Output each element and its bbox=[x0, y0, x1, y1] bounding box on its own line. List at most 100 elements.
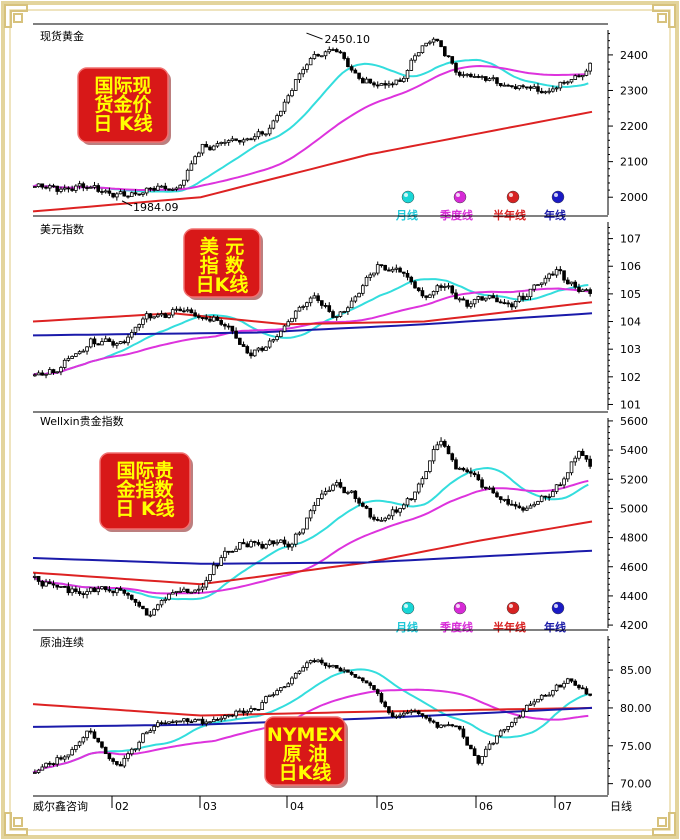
candle-up bbox=[286, 321, 291, 327]
candle-up bbox=[144, 731, 149, 735]
candle-down bbox=[442, 440, 447, 447]
candle-up bbox=[126, 336, 130, 344]
candle-up bbox=[85, 591, 89, 595]
candle-down bbox=[454, 459, 458, 470]
candle-down bbox=[189, 309, 194, 314]
candle-up bbox=[238, 542, 242, 550]
candle-up bbox=[390, 268, 395, 272]
candle-down bbox=[107, 589, 112, 592]
candle-down bbox=[476, 76, 481, 78]
candle-up bbox=[215, 143, 220, 147]
annotation-leader bbox=[306, 32, 323, 40]
candle-down bbox=[331, 311, 335, 318]
candle-down bbox=[219, 320, 223, 325]
candle-down bbox=[163, 313, 168, 318]
candle-down bbox=[107, 338, 112, 342]
candle-up bbox=[416, 52, 421, 57]
legend-dot-highlight bbox=[456, 193, 460, 197]
legend-dot bbox=[401, 601, 415, 615]
candle-down bbox=[111, 758, 115, 762]
candle-down bbox=[327, 665, 332, 668]
candle-up bbox=[305, 302, 309, 307]
candle-down bbox=[152, 187, 156, 191]
candle-down bbox=[375, 84, 380, 87]
candle-down bbox=[361, 677, 365, 682]
candle-down bbox=[439, 285, 443, 288]
badge-line: 国际现 bbox=[94, 75, 151, 97]
candle-down bbox=[111, 590, 115, 594]
candle-up bbox=[297, 670, 302, 674]
panel-title: 美元指数 bbox=[40, 222, 84, 236]
candle-up bbox=[271, 339, 276, 342]
candle-up bbox=[126, 753, 130, 759]
candle-down bbox=[36, 576, 41, 582]
candle-up bbox=[241, 139, 246, 143]
candle-up bbox=[59, 367, 63, 373]
candle-down bbox=[133, 598, 138, 603]
candle-up bbox=[70, 749, 74, 756]
candle-down bbox=[588, 289, 592, 294]
candle-up bbox=[141, 318, 145, 325]
candle-up bbox=[182, 588, 186, 592]
candle-up bbox=[588, 62, 592, 72]
candle-up bbox=[424, 471, 428, 480]
candle-up bbox=[402, 77, 406, 82]
candle-down bbox=[472, 472, 477, 476]
candle-down bbox=[353, 69, 358, 74]
candle-up bbox=[364, 78, 369, 84]
candle-down bbox=[446, 445, 451, 455]
candle-down bbox=[122, 191, 127, 197]
candle-up bbox=[156, 185, 160, 191]
candle-up bbox=[308, 58, 313, 66]
candle-down bbox=[282, 539, 287, 545]
candle-up bbox=[88, 338, 93, 348]
candle-up bbox=[543, 277, 548, 284]
y-tick-label: 2400 bbox=[620, 49, 648, 62]
candle-up bbox=[554, 684, 559, 692]
ma-line-halfyear bbox=[32, 110, 593, 213]
candle-down bbox=[245, 543, 250, 548]
candle-up bbox=[66, 754, 71, 758]
candle-down bbox=[580, 687, 585, 690]
badge-line: 美 元 bbox=[200, 235, 245, 258]
candle-up bbox=[413, 491, 417, 500]
badge-line: NYMEX bbox=[267, 724, 344, 746]
candle-up bbox=[33, 186, 37, 188]
candle-down bbox=[521, 85, 525, 88]
candle-up bbox=[502, 84, 507, 87]
candle-up bbox=[435, 285, 440, 292]
candle-up bbox=[267, 127, 272, 135]
candle-down bbox=[539, 90, 544, 94]
candle-up bbox=[320, 55, 324, 58]
candle-up bbox=[129, 332, 134, 338]
ma-line-year bbox=[32, 312, 593, 337]
candle-down bbox=[357, 498, 361, 504]
candle-up bbox=[74, 353, 78, 357]
candle-down bbox=[338, 482, 343, 488]
candle-down bbox=[70, 188, 74, 191]
candle-down bbox=[368, 78, 373, 84]
candle-down bbox=[372, 82, 376, 86]
candle-down bbox=[226, 325, 231, 328]
candle-up bbox=[271, 694, 276, 697]
legend-dot-highlight bbox=[456, 604, 460, 608]
candle-up bbox=[33, 772, 37, 774]
candle-down bbox=[185, 718, 190, 723]
candle-up bbox=[193, 589, 197, 593]
candle-up bbox=[402, 504, 406, 509]
candle-up bbox=[532, 701, 537, 705]
candle-up bbox=[226, 140, 231, 143]
candle-up bbox=[77, 741, 82, 746]
candle-up bbox=[141, 192, 145, 195]
y-tick-label: 5600 bbox=[620, 415, 648, 428]
candle-down bbox=[580, 450, 585, 456]
candle-up bbox=[308, 660, 313, 664]
candle-down bbox=[383, 701, 387, 708]
candle-up bbox=[148, 614, 153, 617]
candle-up bbox=[200, 143, 205, 154]
candle-down bbox=[234, 330, 238, 339]
candle-down bbox=[241, 710, 246, 714]
candle-up bbox=[182, 718, 186, 722]
candle-up bbox=[62, 187, 67, 190]
candle-up bbox=[129, 192, 134, 198]
